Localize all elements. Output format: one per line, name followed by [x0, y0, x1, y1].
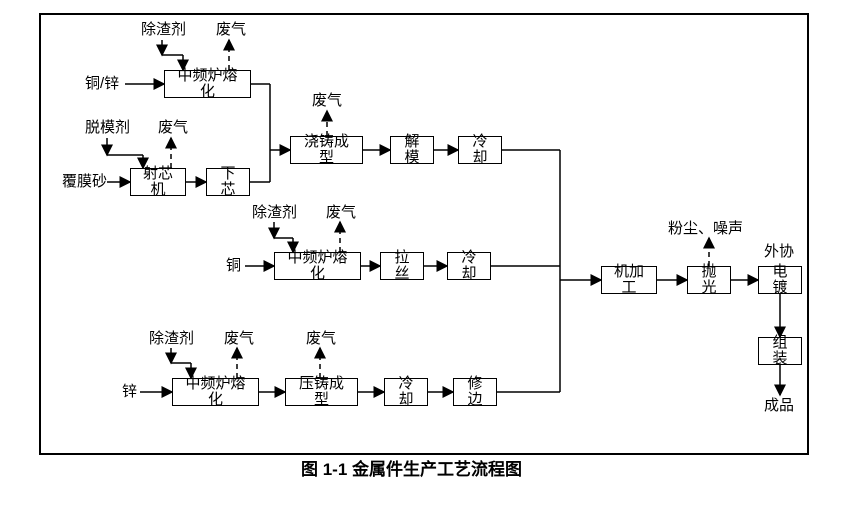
- node-n_casting: 浇铸成型: [290, 136, 363, 164]
- label-l_chuzha3: 除渣剂: [149, 331, 194, 348]
- node-n_trim: 修边: [453, 378, 497, 406]
- label-l_tongxin: 铜/锌: [85, 76, 119, 93]
- node-n_shexin: 射芯机: [130, 168, 186, 196]
- page: 中频炉熔化射芯机下芯浇铸成型解模冷却中频炉熔化拉丝冷却中频炉熔化压铸成型冷却修边…: [0, 0, 842, 505]
- label-l_tuomo: 脱模剂: [85, 120, 130, 137]
- node-n_cool3: 冷却: [384, 378, 428, 406]
- node-n_melting3: 中频炉熔化: [172, 378, 259, 406]
- label-l_feiqi2: 废气: [158, 120, 188, 137]
- node-n_melting1: 中频炉熔化: [164, 70, 251, 98]
- node-n_plating: 电镀: [758, 266, 802, 294]
- node-n_assemble: 组装: [758, 337, 802, 365]
- label-l_chengpin: 成品: [764, 398, 794, 415]
- label-l_fenchen: 粉尘、噪声: [668, 221, 743, 238]
- node-n_machining: 机加工: [601, 266, 657, 294]
- label-l_feiqi1: 废气: [216, 22, 246, 39]
- label-l_feiqi3: 废气: [312, 93, 342, 110]
- label-l_chuzha1: 除渣剂: [141, 22, 186, 39]
- label-l_waixie: 外协: [764, 244, 794, 261]
- node-n_yazhu: 压铸成型: [285, 378, 358, 406]
- node-n_cool1: 冷却: [458, 136, 502, 164]
- label-l_tong: 铜: [226, 258, 241, 275]
- label-l_xin: 锌: [122, 384, 137, 401]
- label-l_chuzha2: 除渣剂: [252, 205, 297, 222]
- label-l_feiqi4: 废气: [326, 205, 356, 222]
- node-n_demold: 解模: [390, 136, 434, 164]
- node-n_cool2: 冷却: [447, 252, 491, 280]
- label-l_feiqi6: 废气: [306, 331, 336, 348]
- label-l_feiqi5: 废气: [224, 331, 254, 348]
- node-n_xiaxin: 下芯: [206, 168, 250, 196]
- node-n_melting2: 中频炉熔化: [274, 252, 361, 280]
- node-n_polish: 抛光: [687, 266, 731, 294]
- label-l_fumosha: 覆膜砂: [62, 174, 107, 191]
- caption: 图 1-1 金属件生产工艺流程图: [301, 461, 522, 480]
- node-n_laxi: 拉丝: [380, 252, 424, 280]
